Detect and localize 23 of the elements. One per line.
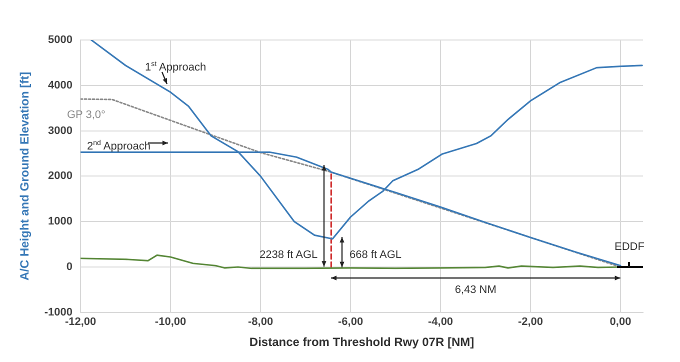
series-label: 1$^{st}$ Approach <box>145 60 206 75</box>
y-axis-title: A/C Height and Ground Elevation [ft] <box>18 72 32 281</box>
x-tick-label: -10,00 <box>154 316 186 328</box>
x-tick-label: 0,00 <box>610 316 632 328</box>
x-axis-title: Distance from Threshold Rwy 07R [NM] <box>249 335 474 350</box>
annotation: 2238 ft AGL <box>260 249 318 262</box>
y-tick-label: 2000 <box>48 170 73 182</box>
y-tick-label: -1000 <box>44 306 73 318</box>
annotation: 668 ft AGL <box>350 249 402 262</box>
y-tick-label: 3000 <box>48 124 73 137</box>
y-tick-label: 0 <box>66 261 73 274</box>
annotation: 6,43 NM <box>454 284 496 297</box>
series-label: 2$^{nd}$ Approach <box>87 138 150 154</box>
y-tick-label: 1000 <box>48 216 73 228</box>
series-label: GP 3,0° <box>67 109 106 122</box>
y-tick-label: 4000 <box>48 79 73 92</box>
x-tick-label: -12,00 <box>64 316 96 328</box>
x-tick-label: -2,00 <box>518 316 544 328</box>
y-tick-label: 5000 <box>48 34 73 46</box>
x-tick-label: -6,00 <box>338 316 364 328</box>
annotation: EDDF <box>614 241 644 254</box>
x-tick-label: -4,00 <box>428 316 454 328</box>
x-tick-label: -8,00 <box>248 316 274 328</box>
